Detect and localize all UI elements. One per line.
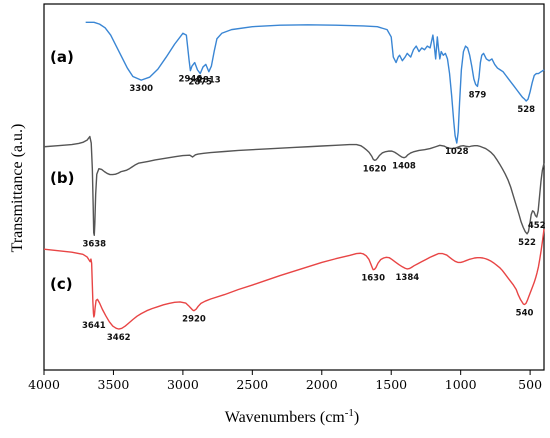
x-axis-title-close: ) [354, 409, 359, 426]
x-tick-label: 1500 [375, 377, 407, 392]
peak-label: 1408 [392, 162, 416, 172]
series-label-a: (a) [50, 48, 74, 66]
series-line-b [43, 135, 545, 237]
x-tick-label: 1000 [445, 377, 477, 392]
peak-label: 3641 [82, 321, 106, 331]
peak-label: 1620 [363, 164, 387, 174]
x-axis-title-main: Wavenumbers (cm [225, 409, 346, 426]
peak-label: 528 [517, 105, 535, 115]
peak-label: 1630 [361, 274, 385, 284]
plot-frame [43, 3, 545, 371]
series-line-c [43, 229, 545, 330]
peak-label: 2875 [188, 78, 212, 88]
x-axis-ticks: 4000 3500 3000 2500 2000 1500 1000 500 [28, 370, 542, 392]
x-tick-label: 500 [518, 377, 542, 392]
peak-label: 2920 [182, 315, 206, 325]
peak-label: 2946 [179, 75, 203, 85]
peak-label: 879 [469, 90, 487, 100]
x-tick-label: 2500 [236, 377, 268, 392]
spectra-series-group [43, 21, 545, 330]
y-axis-title: Transmittance (a.u.) [9, 124, 26, 253]
x-axis-title: Wavenumbers (cm-1) [225, 407, 360, 426]
series-label-b: (b) [50, 169, 74, 187]
x-axis-title-superscript: -1 [345, 407, 354, 419]
peak-label: 2813 [197, 76, 221, 86]
x-tick-label: 3500 [98, 377, 130, 392]
x-tick-label: 2000 [306, 377, 338, 392]
peak-label: 1028 [445, 147, 469, 157]
series-label-c: (c) [50, 275, 73, 293]
peak-label: 3300 [129, 84, 153, 94]
series-line-a [85, 21, 545, 144]
x-tick-label: 3000 [167, 377, 199, 392]
peak-label: 522 [518, 238, 536, 248]
peak-label: 452 [528, 221, 546, 231]
peak-label: 3638 [82, 239, 106, 249]
peak-label: 1384 [395, 273, 419, 283]
x-tick-label: 4000 [28, 377, 60, 392]
peak-label: 540 [516, 308, 534, 318]
peak-label: 3462 [107, 333, 131, 343]
